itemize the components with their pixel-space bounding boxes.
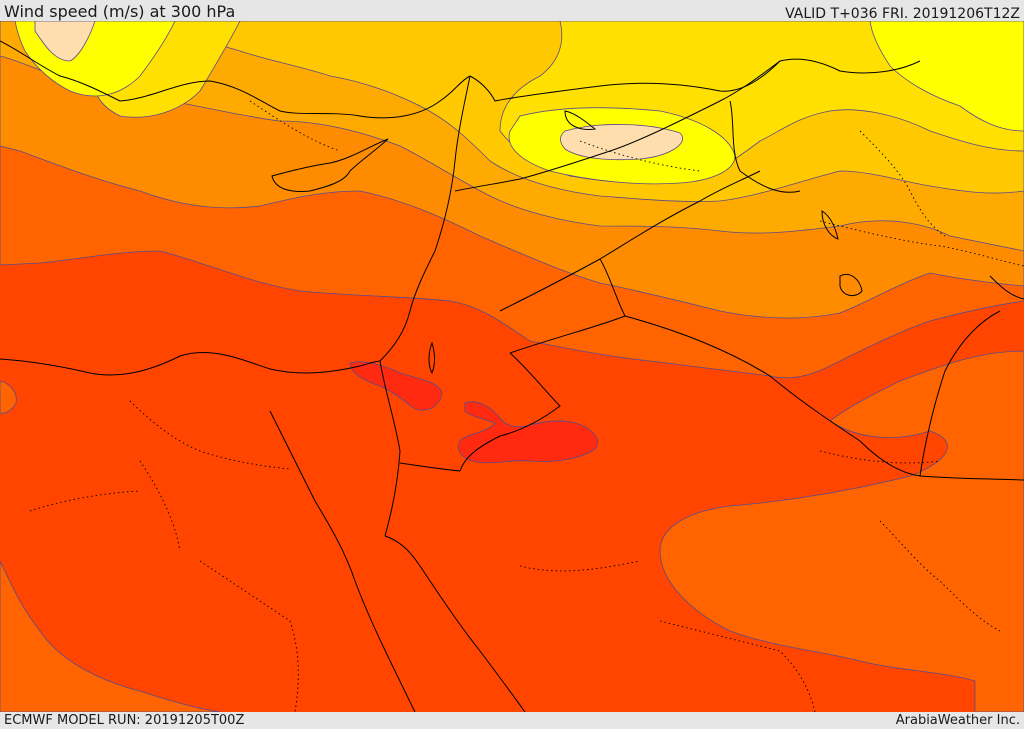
- valid-time-label: VALID T+036 FRI. 20191206T12Z: [785, 6, 1020, 22]
- wind-speed-map: [0, 21, 1024, 712]
- band-moderate-high-west: [0, 380, 17, 414]
- band-very-strong-core-1: [349, 361, 443, 411]
- map-title: Wind speed (m/s) at 300 hPa: [4, 2, 236, 21]
- band-moderate-high-sw: [0, 560, 221, 712]
- model-run-label: ECMWF MODEL RUN: 20191205T00Z: [4, 713, 245, 728]
- map-footer: ECMWF MODEL RUN: 20191205T00Z ArabiaWeat…: [0, 712, 1024, 729]
- band-weak: [14, 21, 1024, 185]
- national-borders: [399, 58, 1024, 481]
- map-canvas: [0, 21, 1024, 712]
- map-header: Wind speed (m/s) at 300 hPa VALID T+036 …: [0, 0, 1024, 22]
- band-calm: [34, 21, 683, 161]
- band-moderate-high-se: [659, 350, 1024, 712]
- band-very-strong-core-2: [457, 401, 599, 464]
- coastlines: [0, 40, 1024, 712]
- credit-label: ArabiaWeather Inc.: [895, 713, 1020, 728]
- internal-borders: [29, 100, 1024, 712]
